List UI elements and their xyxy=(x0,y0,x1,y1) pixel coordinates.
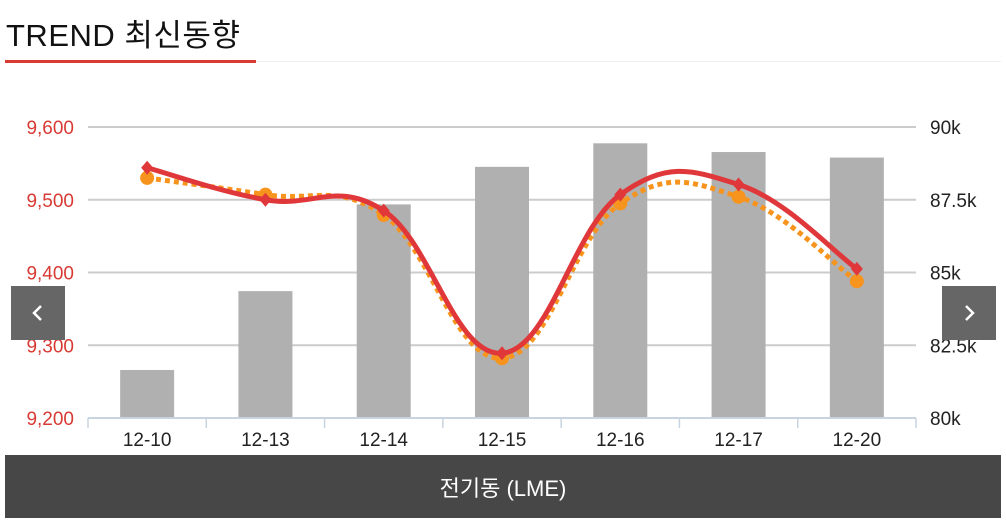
red-point xyxy=(259,192,272,207)
bar xyxy=(356,204,411,418)
bar xyxy=(120,369,175,418)
x-tick-label: 12-13 xyxy=(241,430,290,451)
bar xyxy=(475,166,529,418)
left-tick-label: 9,200 xyxy=(26,409,74,430)
divider xyxy=(256,61,1001,62)
chart-caption-bar: 전기동 (LME) xyxy=(5,455,1001,518)
trend-chart: 9,200 80k 9,300 82.5k 9,400 85k 9,500 87.5k 9,60… xyxy=(26,118,977,451)
x-tick-label: 12-15 xyxy=(478,430,527,451)
red-point xyxy=(850,261,863,276)
left-tick-label: 9,400 xyxy=(26,264,74,285)
left-tick-label: 9,300 xyxy=(26,336,74,357)
page-title: TREND 최신동향 xyxy=(6,18,241,53)
right-tick-label: 82.5k xyxy=(930,336,977,357)
title-underline xyxy=(5,60,256,63)
right-tick-label: 90k xyxy=(930,118,961,139)
red-point xyxy=(496,346,508,361)
red-point xyxy=(732,177,745,192)
red-point xyxy=(141,160,154,175)
left-tick-label: 9,600 xyxy=(26,118,74,139)
right-tick-label: 85k xyxy=(930,264,961,285)
orange-point xyxy=(849,274,864,289)
x-tick-label: 12-16 xyxy=(596,430,645,451)
right-tick-label: 87.5k xyxy=(930,191,977,212)
red-point xyxy=(377,203,390,218)
x-tick-label: 12-17 xyxy=(714,430,763,451)
chevron-right-icon xyxy=(965,305,975,321)
orange-point xyxy=(731,189,746,204)
left-tick-label: 9,500 xyxy=(26,191,74,212)
chevron-left-icon xyxy=(32,305,42,321)
x-tick-label: 12-20 xyxy=(833,430,882,451)
next-button[interactable] xyxy=(942,286,996,340)
x-tick-label: 12-14 xyxy=(359,430,408,451)
commodity-label: 전기동 (LME) xyxy=(439,475,567,501)
prev-button[interactable] xyxy=(11,286,65,340)
orange-point xyxy=(140,170,155,185)
right-tick-label: 80k xyxy=(930,409,961,430)
x-tick-label: 12-10 xyxy=(123,430,172,451)
bar xyxy=(238,291,293,418)
red-point xyxy=(614,187,627,202)
